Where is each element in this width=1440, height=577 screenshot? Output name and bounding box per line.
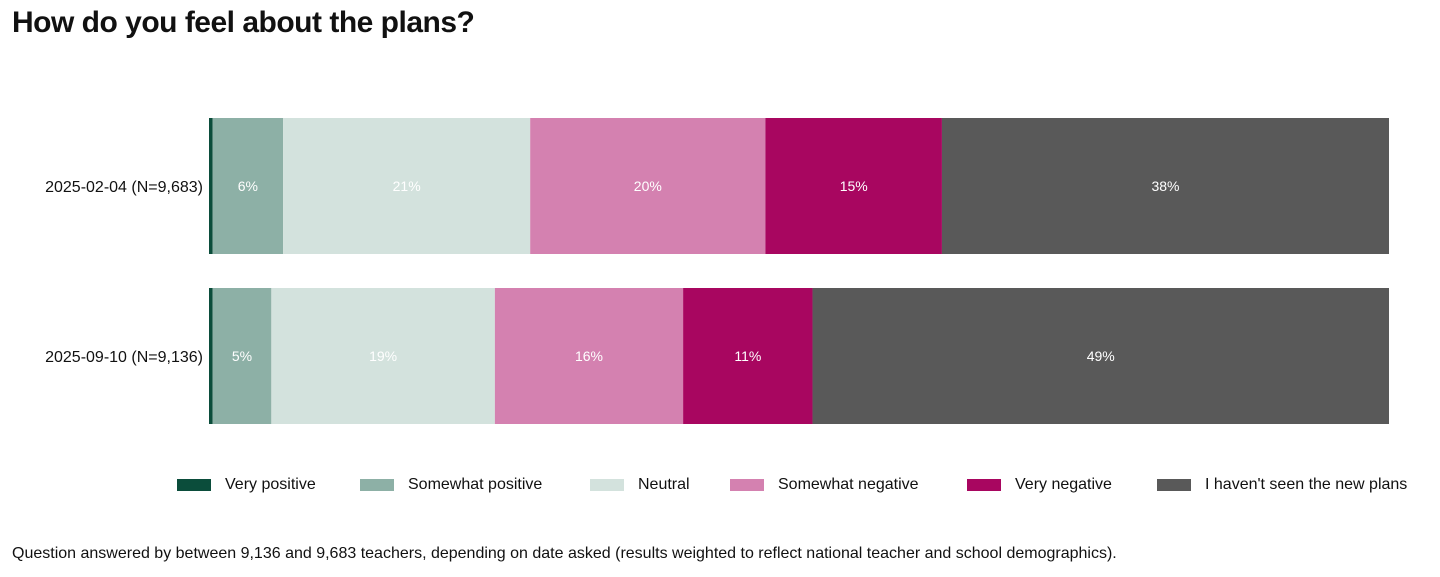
category-label: 2025-09-10 (N=9,136) [45, 349, 203, 366]
legend-item: Very positive [177, 476, 316, 494]
legend-item: Somewhat negative [730, 476, 919, 494]
bar-segment-somewhat-positive [212, 288, 272, 424]
legend-label: Neutral [638, 476, 690, 493]
bar-segment-i-haven-t-seen-the-new-plans [941, 118, 1389, 254]
data-label: 20% [634, 178, 662, 194]
legend-swatch [360, 479, 394, 491]
legend-swatch [730, 479, 764, 491]
bar-segment-somewhat-negative [530, 118, 766, 254]
legend-swatch [177, 479, 211, 491]
legend-item: Neutral [590, 476, 690, 494]
legend-swatch [967, 479, 1001, 491]
data-label: 6% [238, 178, 258, 194]
legend-label: Very positive [225, 476, 316, 493]
legend-swatch [1157, 479, 1191, 491]
data-label: 5% [232, 348, 252, 364]
legend-item: Very negative [967, 476, 1112, 494]
bar-segment-i-haven-t-seen-the-new-plans [812, 288, 1389, 424]
legend: Very positive Somewhat positive Neutral Som… [0, 476, 1440, 496]
data-label: 21% [393, 178, 421, 194]
category-label: 2025-02-04 (N=9,683) [45, 179, 203, 196]
legend-item: I haven't seen the new plans [1157, 476, 1407, 494]
bar-segment-somewhat-positive [212, 118, 284, 254]
legend-label: I haven't seen the new plans [1205, 476, 1408, 493]
data-label: 11% [734, 348, 761, 364]
bar-segment-very-positive [209, 288, 213, 424]
data-label: 38% [1151, 178, 1179, 194]
chart-title: How do you feel about the plans? [12, 6, 475, 39]
data-label: 19% [369, 348, 397, 364]
legend-label: Somewhat negative [778, 476, 919, 493]
bar-segment-very-negative [765, 118, 942, 254]
footnote: Question answered by between 9,136 and 9… [12, 545, 1117, 562]
legend-swatch [590, 479, 624, 491]
bar-segment-very-negative [683, 288, 813, 424]
bar-segment-somewhat-negative [494, 288, 684, 424]
bar-segment-very-positive [209, 118, 213, 254]
legend-label: Somewhat positive [408, 476, 543, 493]
data-label: 49% [1087, 348, 1115, 364]
data-label: 15% [840, 178, 868, 194]
legend-item: Somewhat positive [360, 476, 542, 494]
bar-segment-neutral [271, 288, 495, 424]
data-label: 16% [575, 348, 603, 364]
bar-segment-neutral [283, 118, 531, 254]
stacked-bar-chart: 2025-02-04 (N=9,683) 6% 21% 20% 15% 38% 2025-0… [45, 118, 1389, 424]
legend-label: Very negative [1015, 476, 1112, 493]
